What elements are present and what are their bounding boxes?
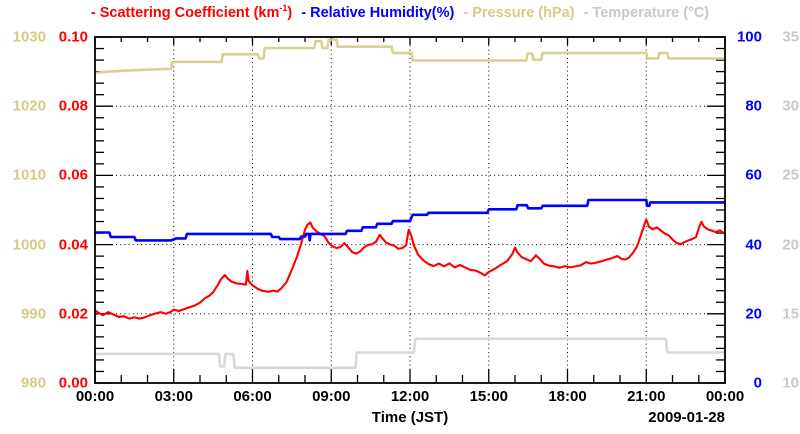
chart-legend: - Scattering Coefficient (km-1) - Relati… [0, 3, 800, 23]
yl-scatter-tick: 0.02 [58, 305, 88, 323]
x-axis-title: Time (JST) [371, 409, 449, 426]
yl-scatter-tick: 0.08 [58, 97, 88, 115]
yr-temp-tick: 30 [782, 97, 799, 115]
legend-pressure: - Pressure (hPa) [463, 5, 574, 21]
series-pressure [94, 38, 725, 75]
time-tick: 00:00 [705, 388, 745, 405]
yr-temp-tick: 10 [782, 374, 799, 392]
yr-rh-tick: 20 [745, 305, 762, 323]
legend-temperature: - Temperature (°C) [584, 5, 710, 21]
legend-scattering-coefficient: - Scattering Coefficient (km-1) [90, 3, 293, 21]
series-scattering [94, 218, 726, 320]
legend-scattering-superscript: -1 [279, 3, 288, 14]
time-tick: 18:00 [548, 388, 587, 405]
yr-temp-tick: 20 [782, 236, 799, 254]
yl-scatter-tick: 0.00 [58, 374, 88, 392]
series-rh [95, 198, 725, 242]
yl-pressure-tick: 1020 [12, 97, 46, 115]
time-tick: 03:00 [154, 388, 193, 405]
legend-humidity-text: - Relative Humidity(%) [301, 5, 455, 21]
yl-scatter-tick: 0.10 [58, 28, 88, 46]
temperature-axis-labels: 35 30 25 20 15 10 [772, 0, 799, 434]
yl-pressure-tick: 980 [20, 374, 46, 392]
date-label: 2009-01-28 [648, 409, 725, 426]
pressure-axis-labels: 1030 1020 1010 1000 990 980 [2, 0, 46, 434]
yr-temp-tick: 25 [782, 166, 799, 184]
time-tick: 00:00 [75, 388, 115, 405]
humidity-axis-labels: 100 80 60 40 20 0 [731, 0, 762, 434]
legend-relative-humidity: - Relative Humidity(%) [301, 5, 454, 21]
yl-pressure-tick: 1030 [12, 28, 46, 46]
time-tick: 15:00 [469, 388, 508, 405]
scattering-axis-labels: 0.10 0.08 0.06 0.04 0.02 0.00 [52, 0, 88, 434]
yr-rh-tick: 60 [745, 166, 762, 184]
legend-scattering-text-close: ) [287, 5, 293, 21]
legend-scattering-text: - Scattering Coefficient (km [90, 5, 280, 21]
yl-pressure-tick: 1000 [12, 236, 46, 254]
legend-temperature-text: - Temperature (°C) [583, 5, 710, 21]
yl-pressure-tick: 990 [20, 305, 46, 323]
yr-rh-tick: 100 [736, 28, 762, 46]
legend-pressure-text: - Pressure (hPa) [463, 5, 575, 21]
yr-temp-tick: 15 [782, 305, 799, 323]
yr-rh-tick: 40 [745, 236, 762, 254]
yr-temp-tick: 35 [782, 28, 799, 46]
series-temp [95, 337, 725, 370]
yl-scatter-tick: 0.06 [58, 166, 88, 184]
yl-pressure-tick: 1010 [12, 166, 46, 184]
time-tick: 09:00 [312, 388, 351, 405]
yr-rh-tick: 0 [753, 374, 762, 392]
yr-rh-tick: 80 [745, 97, 762, 115]
time-tick: 06:00 [233, 388, 272, 405]
yl-scatter-tick: 0.04 [58, 236, 88, 254]
time-tick: 21:00 [627, 388, 666, 405]
time-tick: 12:00 [390, 388, 430, 405]
